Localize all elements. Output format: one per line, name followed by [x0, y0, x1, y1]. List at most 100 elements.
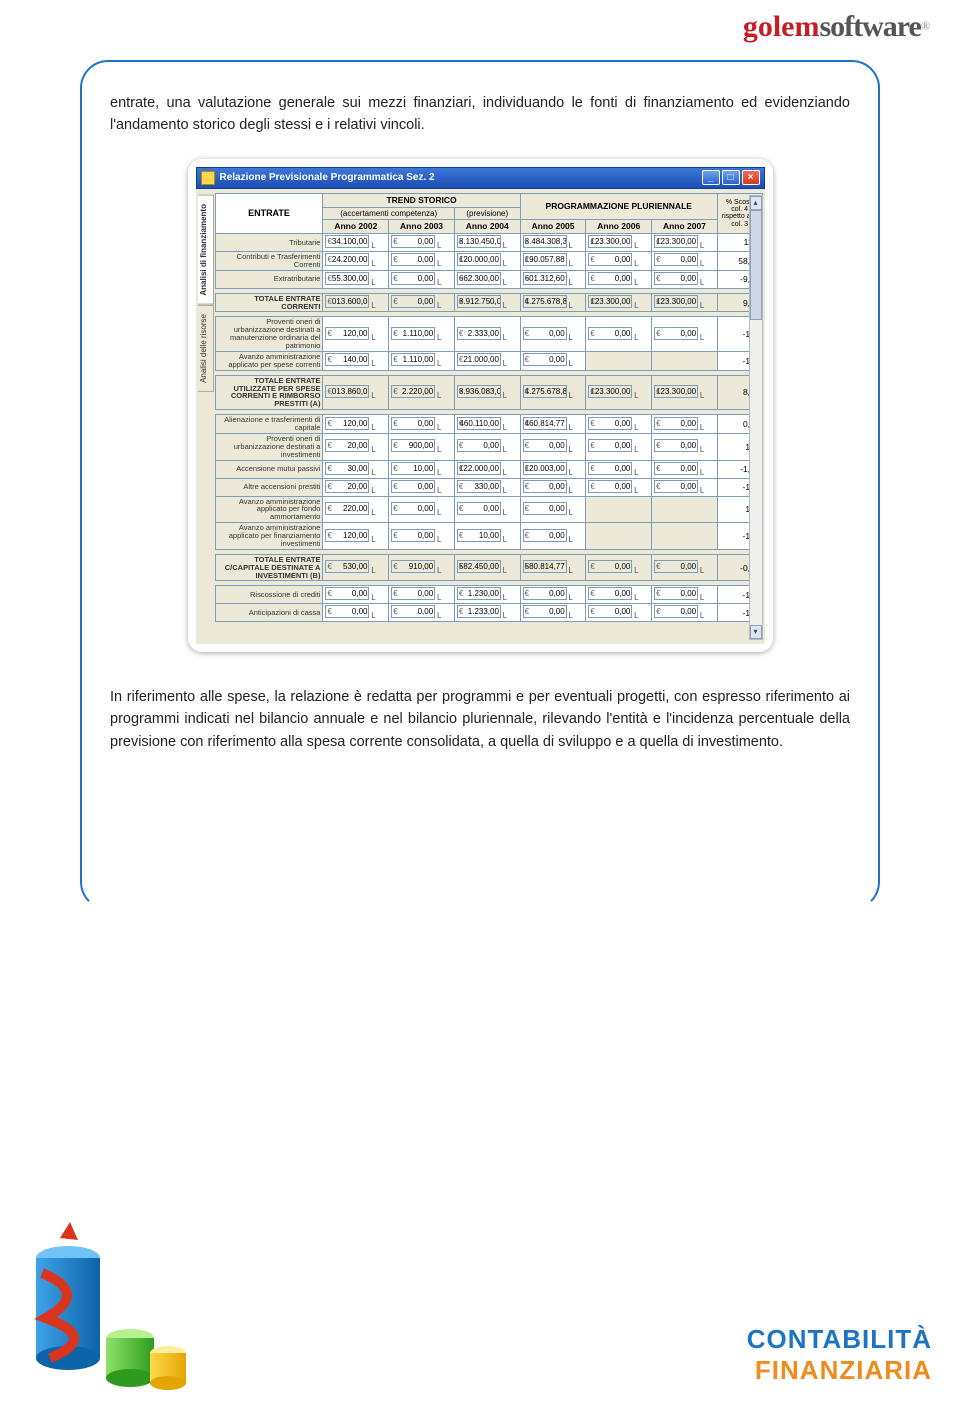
value-cell[interactable]: 013.600,0L	[323, 293, 389, 312]
value-cell[interactable]: 0,00L	[520, 433, 586, 460]
value-cell[interactable]	[652, 496, 718, 523]
value-input[interactable]: 013.600,0	[325, 295, 369, 308]
value-cell[interactable]: 34.100,00L	[323, 233, 389, 251]
value-input[interactable]: 3.484.308,3	[523, 235, 567, 248]
value-input[interactable]: 0,00	[654, 462, 698, 475]
value-cell[interactable]: 2.333,00L	[454, 317, 520, 352]
value-cell[interactable]: 120.003,00L	[520, 460, 586, 478]
sidetab-2[interactable]: Analisi delle risorse	[198, 305, 214, 392]
value-input[interactable]: 190.057,88	[523, 253, 567, 266]
value-input[interactable]: 0,00	[325, 605, 369, 618]
value-cell[interactable]: 0,00L	[520, 586, 586, 604]
value-cell[interactable]: 0,00L	[652, 251, 718, 270]
value-input[interactable]: 120,00	[325, 529, 369, 542]
value-input[interactable]: 580.814,77	[523, 560, 567, 573]
value-cell[interactable]: 0,00L	[652, 604, 718, 622]
value-cell[interactable]: 0,00L	[652, 270, 718, 288]
value-cell[interactable]: 601.312,60L	[520, 270, 586, 288]
value-cell[interactable]: 120,00L	[323, 415, 389, 434]
value-cell[interactable]: 0,00L	[389, 415, 455, 434]
value-input[interactable]: 21.000,00	[457, 353, 501, 366]
value-cell[interactable]: 0,00L	[454, 433, 520, 460]
value-input[interactable]: 0,00	[588, 560, 632, 573]
value-cell[interactable]: 0,00L	[652, 415, 718, 434]
value-input[interactable]: 0,00	[588, 439, 632, 452]
value-input[interactable]: 20,00	[325, 480, 369, 493]
value-cell[interactable]: 20,00L	[323, 433, 389, 460]
value-cell[interactable]: 0,00L	[389, 478, 455, 496]
value-cell[interactable]: 0,00L	[389, 233, 455, 251]
scroll-up-button[interactable]: ▴	[750, 196, 762, 210]
value-cell[interactable]: 0,00L	[389, 496, 455, 523]
value-cell[interactable]: 0,00L	[652, 433, 718, 460]
value-input[interactable]: 123.300,00	[588, 295, 632, 308]
value-input[interactable]: 0,00	[391, 502, 435, 515]
value-input[interactable]: 1.230,00	[457, 587, 501, 600]
value-input[interactable]: 140,00	[325, 353, 369, 366]
value-input[interactable]: 0,00	[654, 587, 698, 600]
value-cell[interactable]: 1.233,00L	[454, 604, 520, 622]
scroll-thumb[interactable]	[750, 210, 762, 320]
value-input[interactable]: 4.275.678,8	[523, 295, 567, 308]
value-input[interactable]: 220,00	[325, 502, 369, 515]
value-cell[interactable]: 0,00L	[586, 604, 652, 622]
value-cell[interactable]	[652, 523, 718, 550]
value-cell[interactable]: 0,00L	[389, 523, 455, 550]
value-input[interactable]: 330,00	[457, 480, 501, 493]
value-cell[interactable]: 190.057,88L	[520, 251, 586, 270]
value-cell[interactable]	[586, 351, 652, 370]
value-cell[interactable]: 3.912.750,0L	[454, 293, 520, 312]
value-cell[interactable]: 582.450,00L	[454, 554, 520, 581]
value-cell[interactable]: 55.300,00L	[323, 270, 389, 288]
value-input[interactable]: 0,00	[391, 480, 435, 493]
sidetab-1[interactable]: Analisi di finanziamento	[198, 195, 214, 305]
value-cell[interactable]: 0,00L	[652, 478, 718, 496]
value-input[interactable]: 123.300,00	[654, 295, 698, 308]
vertical-scrollbar[interactable]: ▴ ▾	[749, 195, 763, 640]
value-input[interactable]: 123.300,00	[654, 385, 698, 398]
close-button[interactable]: ×	[742, 170, 760, 185]
value-input[interactable]: 120,00	[325, 327, 369, 340]
value-input[interactable]: 34.100,00	[325, 235, 369, 248]
value-input[interactable]: 123.300,00	[654, 235, 698, 248]
value-cell[interactable]: 3.936.083,0L	[454, 375, 520, 410]
value-input[interactable]: 2.220,00	[391, 385, 435, 398]
value-input[interactable]: 120.000,00	[457, 253, 501, 266]
value-input[interactable]: 0,00	[588, 417, 632, 430]
value-cell[interactable]: 0,00L	[652, 586, 718, 604]
value-cell[interactable]: 123.300,00L	[586, 375, 652, 410]
value-input[interactable]: 0,00	[654, 327, 698, 340]
value-cell[interactable]: 120,00L	[323, 523, 389, 550]
value-input[interactable]: 2.333,00	[457, 327, 501, 340]
value-input[interactable]: 20,00	[325, 439, 369, 452]
value-input[interactable]: 1.110,00	[391, 327, 435, 340]
value-input[interactable]: 0,00	[523, 587, 567, 600]
value-cell[interactable]: 0,00L	[323, 604, 389, 622]
minimize-button[interactable]: _	[702, 170, 720, 185]
value-input[interactable]: 0,00	[523, 327, 567, 340]
value-input[interactable]: 0,00	[654, 560, 698, 573]
value-cell[interactable]: 0,00L	[586, 586, 652, 604]
value-cell[interactable]: 0,00L	[586, 433, 652, 460]
value-input[interactable]: 120.003,00	[523, 462, 567, 475]
value-cell[interactable]: 123.300,00L	[586, 233, 652, 251]
value-cell[interactable]: 0,00L	[652, 554, 718, 581]
value-cell[interactable]: 24.200,00L	[323, 251, 389, 270]
value-cell[interactable]: 4.275.678,8L	[520, 293, 586, 312]
value-cell[interactable]: 330,00L	[454, 478, 520, 496]
value-cell[interactable]: 0,00L	[586, 478, 652, 496]
value-cell[interactable]: 0,00L	[520, 496, 586, 523]
value-cell[interactable]: 10,00L	[389, 460, 455, 478]
value-input[interactable]: 0,00	[523, 605, 567, 618]
value-cell[interactable]: 0,00L	[389, 251, 455, 270]
value-cell[interactable]: 123.300,00L	[652, 233, 718, 251]
value-input[interactable]: 0,00	[588, 462, 632, 475]
value-input[interactable]: 120,00	[325, 417, 369, 430]
value-input[interactable]: 0,00	[391, 529, 435, 542]
value-input[interactable]: 0,00	[391, 272, 435, 285]
value-cell[interactable]: 220,00L	[323, 496, 389, 523]
value-input[interactable]: 582.450,00	[457, 560, 501, 573]
value-input[interactable]: 0,00	[523, 439, 567, 452]
value-cell[interactable]: 662.300,00L	[454, 270, 520, 288]
value-input[interactable]: 0,00	[654, 480, 698, 493]
